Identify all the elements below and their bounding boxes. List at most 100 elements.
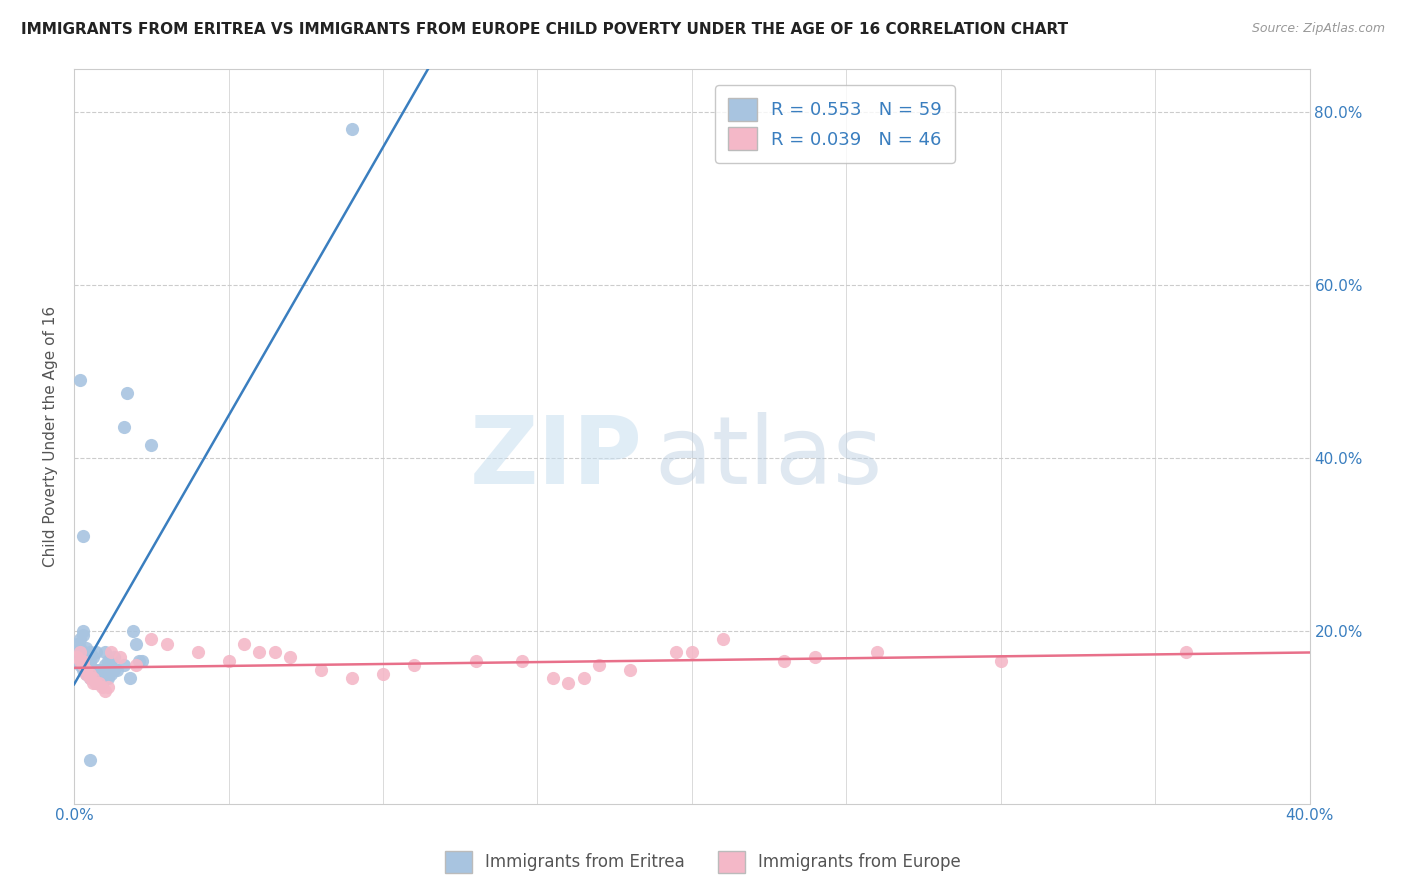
Point	[128, 654, 150, 668]
Point	[340, 122, 363, 136]
Point	[94, 658, 117, 673]
Point	[82, 671, 104, 685]
Point	[69, 645, 91, 659]
Point	[72, 654, 94, 668]
Point	[94, 671, 117, 685]
Point	[233, 637, 256, 651]
Point	[69, 658, 91, 673]
Point	[340, 671, 363, 685]
Point	[131, 654, 153, 668]
Point	[94, 684, 117, 698]
Point	[72, 645, 94, 659]
Point	[402, 658, 425, 673]
Point	[69, 654, 91, 668]
Point	[79, 645, 101, 659]
Point	[72, 658, 94, 673]
Point	[572, 671, 595, 685]
Point	[125, 637, 148, 651]
Point	[72, 624, 94, 638]
Point	[69, 640, 91, 655]
Point	[72, 628, 94, 642]
Point	[66, 649, 89, 664]
Point	[187, 645, 209, 659]
Point	[125, 658, 148, 673]
Point	[121, 624, 143, 638]
Point	[87, 675, 110, 690]
Y-axis label: Child Poverty Under the Age of 16: Child Poverty Under the Age of 16	[44, 305, 58, 566]
Point	[75, 663, 97, 677]
Point	[773, 654, 796, 668]
Point	[90, 680, 112, 694]
Point	[66, 654, 89, 668]
Point	[69, 373, 91, 387]
Point	[84, 675, 107, 690]
Point	[588, 658, 610, 673]
Point	[75, 658, 97, 673]
Point	[69, 654, 91, 668]
Point	[110, 649, 132, 664]
Point	[100, 645, 122, 659]
Point	[79, 666, 101, 681]
Point	[263, 645, 285, 659]
Point	[66, 637, 89, 651]
Point	[464, 654, 486, 668]
Point	[72, 658, 94, 673]
Point	[804, 649, 827, 664]
Point	[866, 645, 889, 659]
Point	[84, 663, 107, 677]
Point	[72, 663, 94, 677]
Point	[75, 666, 97, 681]
Point	[247, 645, 270, 659]
Text: IMMIGRANTS FROM ERITREA VS IMMIGRANTS FROM EUROPE CHILD POVERTY UNDER THE AGE OF: IMMIGRANTS FROM ERITREA VS IMMIGRANTS FR…	[21, 22, 1069, 37]
Point	[156, 637, 179, 651]
Point	[371, 666, 394, 681]
Point	[66, 645, 89, 659]
Point	[69, 645, 91, 659]
Legend: Immigrants from Eritrea, Immigrants from Europe: Immigrants from Eritrea, Immigrants from…	[439, 845, 967, 880]
Point	[90, 663, 112, 677]
Point	[990, 654, 1012, 668]
Point	[141, 438, 163, 452]
Point	[84, 645, 107, 659]
Point	[69, 649, 91, 664]
Point	[82, 675, 104, 690]
Point	[66, 649, 89, 664]
Point	[112, 420, 135, 434]
Point	[510, 654, 533, 668]
Point	[79, 658, 101, 673]
Point	[69, 632, 91, 647]
Point	[82, 671, 104, 685]
Point	[72, 528, 94, 542]
Point	[82, 649, 104, 664]
Point	[103, 663, 125, 677]
Point	[79, 663, 101, 677]
Point	[82, 663, 104, 677]
Point	[115, 385, 138, 400]
Point	[79, 671, 101, 685]
Point	[75, 640, 97, 655]
Point	[97, 671, 120, 685]
Point	[278, 649, 301, 664]
Point	[75, 666, 97, 681]
Point	[665, 645, 688, 659]
Point	[112, 658, 135, 673]
Point	[72, 654, 94, 668]
Point	[79, 671, 101, 685]
Point	[72, 649, 94, 664]
Point	[84, 675, 107, 690]
Point	[75, 654, 97, 668]
Point	[105, 663, 128, 677]
Point	[97, 680, 120, 694]
Point	[711, 632, 734, 647]
Point	[100, 666, 122, 681]
Point	[557, 675, 579, 690]
Point	[681, 645, 703, 659]
Point	[100, 654, 122, 668]
Point	[97, 654, 120, 668]
Point	[141, 632, 163, 647]
Point	[103, 649, 125, 664]
Text: ZIP: ZIP	[470, 412, 643, 504]
Point	[218, 654, 240, 668]
Point	[619, 663, 641, 677]
Point	[94, 645, 117, 659]
